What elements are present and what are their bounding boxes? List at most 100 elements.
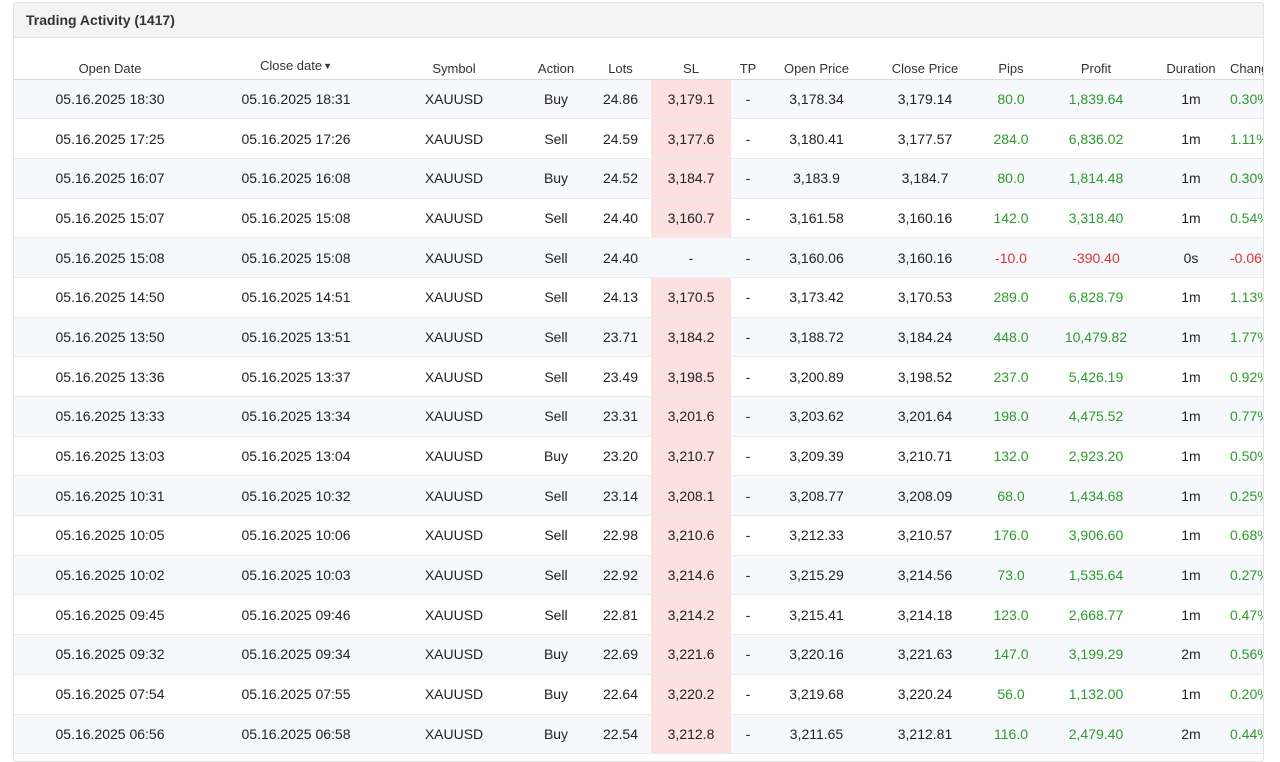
trading-activity-table: Open Date Close date▼ Symbol Action Lots… bbox=[14, 38, 1263, 755]
cell-tp: - bbox=[731, 475, 765, 517]
cell-close-date: 05.16.2025 09:46 bbox=[206, 594, 386, 636]
table-row[interactable]: 05.16.2025 13:33 05.16.2025 13:34 XAUUSD Se… bbox=[14, 396, 1263, 437]
col-lots[interactable]: Lots bbox=[590, 38, 651, 80]
table-row[interactable]: 05.16.2025 09:45 05.16.2025 09:46 XAUUSD Se… bbox=[14, 594, 1263, 636]
table-row[interactable]: 05.16.2025 13:03 05.16.2025 13:04 XAUUSD Bu… bbox=[14, 436, 1263, 477]
cell-close-date: 05.16.2025 07:55 bbox=[206, 674, 386, 715]
cell-action: Sell bbox=[522, 555, 590, 596]
table-row[interactable]: 05.16.2025 10:31 05.16.2025 10:32 XAUUSD Se… bbox=[14, 475, 1263, 517]
cell-tp: - bbox=[731, 356, 765, 397]
table-row[interactable]: 05.16.2025 15:07 05.16.2025 15:08 XAUUSD Se… bbox=[14, 198, 1263, 239]
cell-sl: 3,201.6 bbox=[651, 396, 731, 437]
col-close-date-label: Close date bbox=[259, 57, 323, 73]
col-open-price[interactable]: Open Price bbox=[765, 38, 868, 80]
cell-lots: 23.20 bbox=[590, 436, 651, 477]
cell-profit: 3,199.29 bbox=[1040, 634, 1152, 675]
cell-profit: 3,318.40 bbox=[1040, 198, 1152, 239]
col-symbol[interactable]: Symbol bbox=[386, 38, 522, 80]
col-sl[interactable]: SL bbox=[651, 38, 731, 80]
cell-lots: 22.98 bbox=[590, 515, 651, 556]
cell-profit: 6,828.79 bbox=[1040, 277, 1152, 318]
cell-open-price: 3,203.62 bbox=[765, 396, 868, 437]
table-row[interactable]: 05.16.2025 06:56 05.16.2025 06:58 XAUUSD Bu… bbox=[14, 714, 1263, 755]
cell-close-price: 3,220.24 bbox=[868, 674, 982, 715]
cell-action: Sell bbox=[522, 396, 590, 437]
cell-tp: - bbox=[731, 515, 765, 556]
cell-change: 0.50% bbox=[1230, 436, 1263, 477]
cell-tp: - bbox=[731, 674, 765, 715]
cell-lots: 24.52 bbox=[590, 158, 651, 199]
cell-tp: - bbox=[731, 198, 765, 239]
cell-action: Sell bbox=[522, 356, 590, 397]
cell-sl: 3,160.7 bbox=[651, 198, 731, 239]
cell-lots: 24.13 bbox=[590, 277, 651, 318]
col-duration[interactable]: Duration bbox=[1152, 38, 1230, 80]
cell-action: Sell bbox=[522, 198, 590, 239]
col-open-date[interactable]: Open Date bbox=[14, 38, 206, 80]
cell-duration: 1m bbox=[1152, 198, 1230, 239]
col-change[interactable]: Change bbox=[1230, 38, 1263, 80]
table-row[interactable]: 05.16.2025 18:30 05.16.2025 18:31 XAUUSD Bu… bbox=[14, 79, 1263, 120]
cell-symbol: XAUUSD bbox=[386, 356, 522, 397]
panel-title: Trading Activity (1417) bbox=[14, 3, 1263, 38]
table-row[interactable]: 05.16.2025 14:50 05.16.2025 14:51 XAUUSD Se… bbox=[14, 277, 1263, 318]
cell-tp: - bbox=[731, 436, 765, 477]
cell-pips: 132.0 bbox=[982, 436, 1040, 477]
cell-duration: 1m bbox=[1152, 396, 1230, 437]
cell-action: Sell bbox=[522, 237, 590, 278]
cell-open-price: 3,160.06 bbox=[765, 237, 868, 278]
cell-lots: 22.92 bbox=[590, 555, 651, 596]
col-pips[interactable]: Pips bbox=[982, 38, 1040, 80]
cell-close-price: 3,184.7 bbox=[868, 158, 982, 199]
cell-symbol: XAUUSD bbox=[386, 277, 522, 318]
cell-open-date: 05.16.2025 17:25 bbox=[14, 118, 206, 159]
cell-duration: 0s bbox=[1152, 237, 1230, 278]
cell-symbol: XAUUSD bbox=[386, 317, 522, 358]
table-row[interactable]: 05.16.2025 10:05 05.16.2025 10:06 XAUUSD Se… bbox=[14, 515, 1263, 556]
trading-activity-panel: Trading Activity (1417) Open Date Close … bbox=[13, 2, 1264, 762]
col-action[interactable]: Action bbox=[522, 38, 590, 80]
cell-lots: 22.69 bbox=[590, 634, 651, 675]
cell-lots: 22.64 bbox=[590, 674, 651, 715]
cell-profit: 6,836.02 bbox=[1040, 118, 1152, 159]
cell-tp: - bbox=[731, 594, 765, 636]
cell-open-date: 05.16.2025 13:50 bbox=[14, 317, 206, 358]
table-row[interactable]: 05.16.2025 16:07 05.16.2025 16:08 XAUUSD Bu… bbox=[14, 158, 1263, 199]
cell-lots: 23.14 bbox=[590, 475, 651, 517]
table-row[interactable]: 05.16.2025 09:32 05.16.2025 09:34 XAUUSD Bu… bbox=[14, 634, 1263, 675]
cell-close-price: 3,221.63 bbox=[868, 634, 982, 675]
cell-sl: - bbox=[651, 237, 731, 278]
table-row[interactable]: 05.16.2025 13:36 05.16.2025 13:37 XAUUSD Se… bbox=[14, 356, 1263, 397]
cell-open-date: 05.16.2025 15:07 bbox=[14, 198, 206, 239]
cell-open-date: 05.16.2025 16:07 bbox=[14, 158, 206, 199]
cell-symbol: XAUUSD bbox=[386, 396, 522, 437]
cell-open-price: 3,161.58 bbox=[765, 198, 868, 239]
cell-close-price: 3,177.57 bbox=[868, 118, 982, 159]
cell-symbol: XAUUSD bbox=[386, 158, 522, 199]
cell-change: 0.30% bbox=[1230, 158, 1263, 199]
cell-symbol: XAUUSD bbox=[386, 674, 522, 715]
col-tp[interactable]: TP bbox=[731, 38, 765, 80]
col-close-date[interactable]: Close date▼ bbox=[206, 38, 386, 80]
table-body: 05.16.2025 18:30 05.16.2025 18:31 XAUUSD Bu… bbox=[14, 79, 1263, 755]
cell-sl: 3,198.5 bbox=[651, 356, 731, 397]
table-row[interactable]: 05.16.2025 13:50 05.16.2025 13:51 XAUUSD Se… bbox=[14, 317, 1263, 358]
cell-close-price: 3,160.16 bbox=[868, 198, 982, 239]
col-profit[interactable]: Profit bbox=[1040, 38, 1152, 80]
col-close-price[interactable]: Close Price bbox=[868, 38, 982, 80]
cell-sl: 3,210.6 bbox=[651, 515, 731, 556]
table-row[interactable]: 05.16.2025 07:54 05.16.2025 07:55 XAUUSD Bu… bbox=[14, 674, 1263, 715]
table-row[interactable]: 05.16.2025 10:02 05.16.2025 10:03 XAUUSD Se… bbox=[14, 555, 1263, 596]
cell-duration: 1m bbox=[1152, 277, 1230, 318]
cell-close-date: 05.16.2025 09:34 bbox=[206, 634, 386, 675]
table-row[interactable]: 05.16.2025 17:25 05.16.2025 17:26 XAUUSD Se… bbox=[14, 118, 1263, 159]
cell-pips: 56.0 bbox=[982, 674, 1040, 715]
cell-pips: 142.0 bbox=[982, 198, 1040, 239]
cell-open-date: 05.16.2025 10:31 bbox=[14, 475, 206, 517]
cell-open-price: 3,220.16 bbox=[765, 634, 868, 675]
cell-close-price: 3,179.14 bbox=[868, 79, 982, 120]
cell-duration: 1m bbox=[1152, 317, 1230, 358]
cell-pips: 116.0 bbox=[982, 714, 1040, 755]
cell-pips: 147.0 bbox=[982, 634, 1040, 675]
table-row[interactable]: 05.16.2025 15:08 05.16.2025 15:08 XAUUSD Se… bbox=[14, 237, 1263, 278]
